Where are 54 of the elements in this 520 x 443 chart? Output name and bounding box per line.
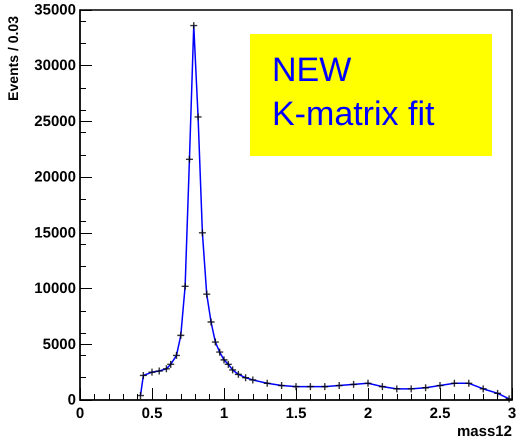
point — [364, 380, 372, 387]
point — [162, 365, 170, 372]
point — [224, 360, 232, 368]
y-tick-label: 25000 — [34, 112, 76, 130]
point — [229, 366, 236, 374]
point — [167, 360, 174, 368]
point — [393, 385, 400, 392]
point — [212, 338, 219, 346]
point — [172, 352, 180, 359]
point — [336, 382, 343, 390]
point — [190, 22, 198, 30]
point — [292, 383, 300, 390]
point — [148, 368, 156, 376]
point — [242, 374, 250, 382]
x-tick-label: 2.5 — [430, 405, 450, 422]
y-tick-label: 5000 — [42, 336, 76, 353]
point — [422, 384, 430, 392]
point — [216, 348, 224, 356]
y-tick-label: 10000 — [34, 280, 76, 298]
point — [321, 383, 328, 390]
x-tick-label: 0.5 — [142, 405, 162, 422]
y-tick-label: 20000 — [34, 168, 76, 186]
x-tick-label: 1.5 — [286, 405, 306, 422]
x-tick-label: 2 — [364, 405, 372, 422]
point — [182, 282, 189, 290]
point — [350, 380, 358, 388]
point — [140, 372, 147, 379]
y-tick-label: 30000 — [34, 57, 76, 74]
point — [306, 383, 314, 390]
point — [220, 356, 228, 364]
point — [480, 385, 487, 392]
point — [450, 380, 458, 387]
x-axis-title: mass12 — [456, 423, 512, 440]
point — [465, 380, 472, 387]
point — [408, 385, 415, 392]
y-tick-label: 35000 — [34, 2, 76, 18]
y-axis-title: Events / 0.03 — [5, 16, 21, 101]
x-tick-label: 3 — [508, 405, 516, 422]
point — [198, 229, 206, 236]
point — [177, 332, 184, 339]
point — [203, 290, 210, 298]
point — [156, 368, 163, 375]
point — [494, 390, 502, 397]
point — [264, 380, 271, 387]
point — [194, 113, 202, 120]
y-tick-label: 15000 — [34, 224, 76, 242]
x-tick-label: 1 — [220, 405, 228, 422]
point — [378, 383, 386, 390]
point — [249, 376, 256, 384]
y-tick-label: 0 — [68, 392, 76, 408]
point — [278, 382, 286, 390]
point — [186, 156, 193, 163]
annotation: NEW K-matrix fit — [272, 51, 435, 133]
point — [234, 370, 242, 378]
